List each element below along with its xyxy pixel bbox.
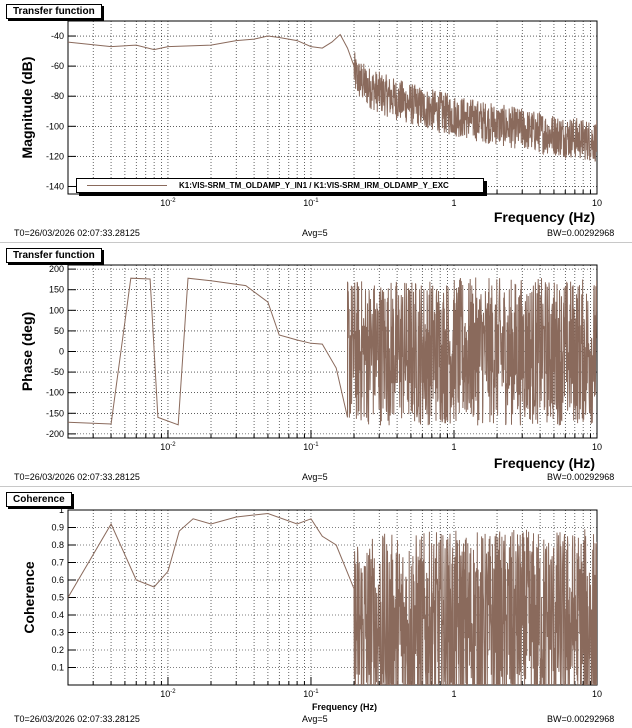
x-tick-label-base: 10 — [160, 442, 170, 452]
x-tick-label: 1 — [451, 442, 456, 452]
x-tick-label-exp: -1 — [313, 442, 319, 448]
x-tick-label: 10-1 — [303, 689, 319, 699]
footer-t0: T0=26/03/2026 02:07:33.28125 — [14, 472, 140, 482]
x-tick-label-base: 10 — [303, 442, 313, 452]
y-tick-label: -100 — [46, 121, 64, 131]
y-tick-label: 0 — [59, 347, 64, 357]
y-tick-label: -120 — [46, 151, 64, 161]
x-tick-label-base: 10 — [160, 198, 170, 208]
footer-t0: T0=26/03/2026 02:07:33.28125 — [14, 228, 140, 238]
magnitude-chart[interactable]: 10-2 10-1 1 10-140-120-100-80-60-40Frequenc… — [0, 0, 632, 230]
y-tick-label: 1 — [59, 505, 64, 515]
legend-label: K1:VIS-SRM_TM_OLDAMP_Y_IN1 / K1:VIS-SRM_… — [179, 181, 449, 190]
y-tick-label: -80 — [51, 91, 64, 101]
y-tick-label: 0.9 — [51, 523, 64, 533]
x-tick-label-exp: -2 — [170, 442, 176, 448]
x-tick-label: 10 — [592, 198, 602, 208]
y-tick-label: -50 — [51, 367, 64, 377]
y-tick-label: -200 — [46, 429, 64, 439]
plot-frame — [67, 20, 598, 195]
x-tick-label: 10 — [592, 442, 602, 452]
y-tick-label: -150 — [46, 408, 64, 418]
phase-chart[interactable]: 10-2 10-1 1 10-200-150-100-50050100150200Fr… — [0, 244, 632, 474]
y-tick-label: -140 — [46, 181, 64, 191]
y-tick-label: -40 — [51, 31, 64, 41]
y-tick-label: 0.4 — [51, 610, 64, 620]
x-tick-label-exp: -1 — [313, 198, 319, 204]
coherence-chart[interactable]: 10-2 10-1 1 100.10.20.30.40.50.60.70.80.91F… — [0, 488, 632, 716]
x-tick-label: 10-1 — [303, 442, 319, 452]
x-ticks — [67, 430, 598, 438]
x-tick-label: 1 — [451, 689, 456, 699]
x-tick-label: 10-1 — [303, 198, 319, 208]
y-tick-label: 0.1 — [51, 663, 64, 673]
y-tick-label: -60 — [51, 61, 64, 71]
x-tick-label: 10-2 — [160, 689, 176, 699]
x-axis-label: Frequency (Hz) — [494, 455, 595, 471]
y-tick-label: -100 — [46, 388, 64, 398]
panel-magnitude: Transfer function 10-2 10-1 1 10 -140 -120 -10… — [0, 0, 632, 242]
footer-bw: BW=0.00292968 — [547, 228, 615, 238]
x-tick-label: 1 — [451, 198, 456, 208]
panel-phase: Transfer function 10-2 10-1 1 10 -200 -150 -10… — [0, 244, 632, 486]
x-tick-label: 10 — [592, 689, 602, 699]
panel-title: Transfer function — [6, 248, 102, 263]
series-coherence — [68, 512, 597, 685]
footer-avg: Avg=5 — [302, 228, 328, 238]
divider — [0, 242, 632, 243]
x-tick-label-base: 10 — [303, 689, 313, 699]
grid — [67, 21, 598, 194]
x-tick-label-base: 10 — [160, 689, 170, 699]
footer-t0: T0=26/03/2026 02:07:33.28125 — [14, 714, 140, 724]
x-tick-label-exp: -2 — [170, 689, 176, 695]
y-tick-label: 0.3 — [51, 628, 64, 638]
y-tick-label: 50 — [54, 326, 64, 336]
panel-title: Coherence — [6, 492, 72, 507]
footer-bw: BW=0.00292968 — [547, 714, 615, 724]
footer-bw: BW=0.00292968 — [547, 472, 615, 482]
panel-coherence: Coherence 10-2 10-1 1 10 0.1 0.2 0.3 0.4 0.5 0.6 0… — [0, 488, 632, 728]
x-tick-label-exp: -1 — [313, 689, 319, 695]
y-tick-label: 150 — [49, 285, 64, 295]
x-tick-label: 10-2 — [160, 198, 176, 208]
legend-line — [87, 185, 167, 186]
x-axis-label: Frequency (Hz) — [494, 209, 595, 225]
x-tick-label: 10-2 — [160, 442, 176, 452]
y-tick-label: 0.6 — [51, 575, 64, 585]
footer-avg: Avg=5 — [302, 472, 328, 482]
y-tick-label: 0.2 — [51, 645, 64, 655]
divider — [0, 486, 632, 487]
y-axis-label: Phase (deg) — [19, 312, 35, 391]
y-tick-label: 200 — [49, 264, 64, 274]
panel-title: Transfer function — [6, 4, 102, 19]
y-tick-label: 0.5 — [51, 593, 64, 603]
y-tick-label: 100 — [49, 305, 64, 315]
y-tick-label: 0.7 — [51, 558, 64, 568]
x-tick-label-exp: -2 — [170, 198, 176, 204]
y-axis-label: Coherence — [21, 561, 37, 634]
x-axis-label: Frequency (Hz) — [312, 702, 377, 712]
legend: K1:VIS-SRM_TM_OLDAMP_Y_IN1 / K1:VIS-SRM_… — [76, 178, 484, 193]
series-magnitude — [68, 33, 597, 162]
y-tick-label: 0.8 — [51, 540, 64, 550]
footer-avg: Avg=5 — [302, 714, 328, 724]
series-phase — [68, 277, 597, 426]
x-tick-label-base: 10 — [303, 198, 313, 208]
y-axis-label: Magnitude (dB) — [19, 57, 35, 159]
